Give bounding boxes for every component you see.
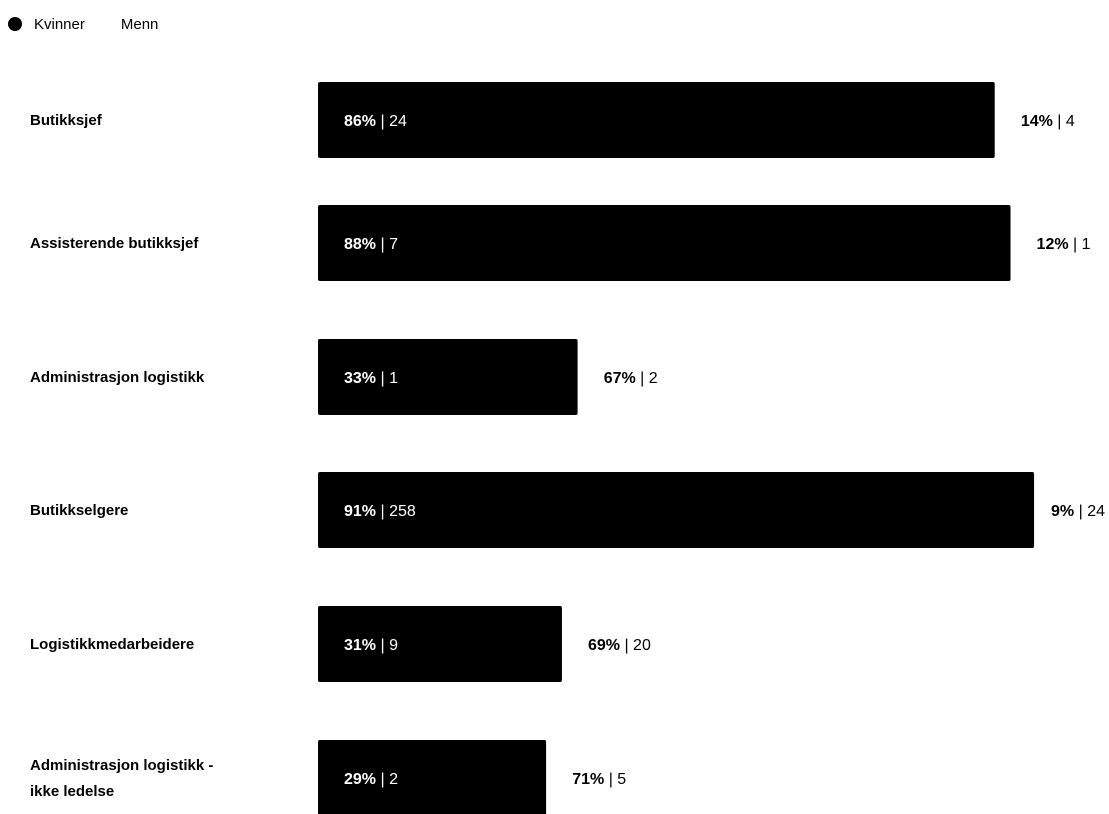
- data-label-menn: 14% | 4: [1021, 113, 1075, 130]
- chart-row: Assisterende butikksjef 88% | 7 12% | 1: [30, 205, 1105, 281]
- chart-legend: Kvinner Menn: [8, 14, 194, 34]
- bar-kvinner[interactable]: [318, 82, 995, 158]
- bar-menn[interactable]: [561, 606, 1105, 682]
- data-label-kvinner: 29% | 2: [344, 771, 398, 788]
- data-label-menn: 67% | 2: [604, 370, 658, 387]
- bar-menn[interactable]: [1010, 205, 1105, 281]
- legend-label-kvinner: Kvinner: [34, 15, 85, 33]
- data-label-kvinner: 33% | 1: [344, 370, 398, 387]
- category-label: Butikksjef: [30, 112, 103, 129]
- data-label-kvinner: 31% | 9: [344, 637, 398, 654]
- legend-item-menn[interactable]: Menn: [121, 16, 159, 33]
- data-label-kvinner: 86% | 24: [344, 113, 407, 130]
- legend-item-kvinner[interactable]: Kvinner: [8, 16, 85, 33]
- bar-menn[interactable]: [1034, 472, 1105, 548]
- bar-kvinner[interactable]: [318, 339, 578, 415]
- data-label-menn: 69% | 20: [588, 637, 651, 654]
- chart-row: Administrasjon logistikk -ikke ledelse 29…: [30, 740, 1105, 814]
- chart-row: Butikkselgere 91% | 258 9% | 24: [30, 472, 1105, 548]
- chart-row: Butikksjef 86% | 24 14% | 4: [30, 82, 1105, 158]
- bar-menn[interactable]: [546, 740, 1105, 814]
- data-label-menn: 12% | 1: [1037, 236, 1091, 253]
- data-label-kvinner: 88% | 7: [344, 236, 398, 253]
- category-label: Administrasjon logistikk -ikke ledelse: [30, 757, 213, 800]
- category-label: Administrasjon logistikk: [30, 369, 205, 386]
- legend-label-menn: Menn: [120, 15, 159, 33]
- category-label: Assisterende butikksjef: [30, 235, 199, 252]
- bar-menn[interactable]: [577, 339, 1105, 415]
- category-label: Logistikkmedarbeidere: [30, 636, 194, 653]
- data-label-menn: 9% | 24: [1051, 503, 1105, 520]
- bar-kvinner[interactable]: [318, 606, 562, 682]
- bar-kvinner[interactable]: [318, 740, 547, 814]
- data-label-menn: 71% | 5: [572, 771, 626, 788]
- chart-row: Administrasjon logistikk 33% | 1 67% | 2: [30, 339, 1105, 415]
- category-label: Butikkselgere: [30, 502, 128, 519]
- bar-kvinner[interactable]: [318, 472, 1035, 548]
- bar-menn[interactable]: [994, 82, 1105, 158]
- bar-kvinner[interactable]: [318, 205, 1011, 281]
- chart-row: Logistikkmedarbeidere 31% | 9 69% | 20: [30, 606, 1105, 682]
- legend-swatch-kvinner: [8, 17, 22, 31]
- data-label-kvinner: 91% | 258: [344, 503, 416, 520]
